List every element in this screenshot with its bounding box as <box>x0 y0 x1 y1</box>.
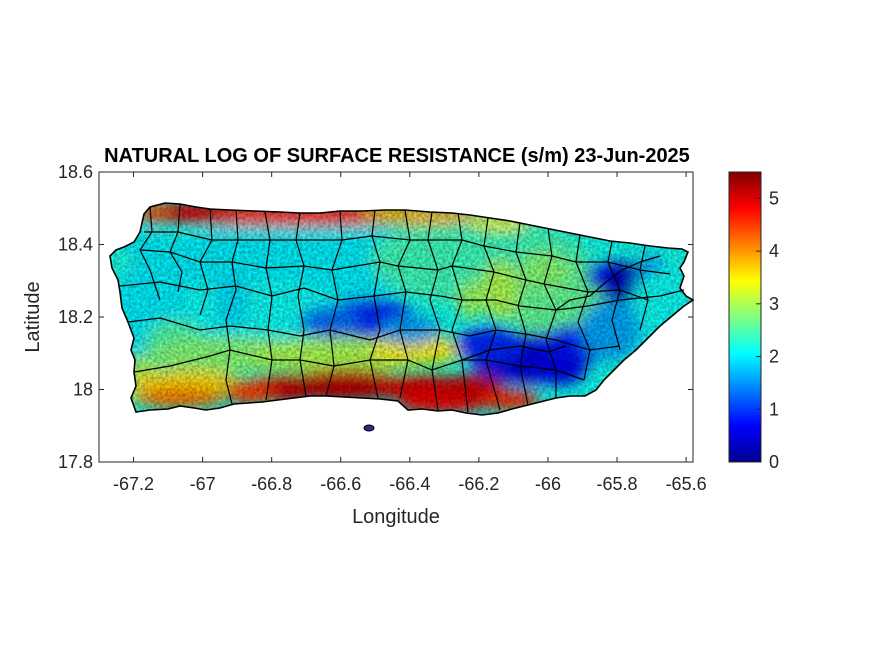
municipality-boundary <box>461 345 567 361</box>
y-tick-label: 18.4 <box>58 235 93 255</box>
x-axis-ticks: -67.2 -67 -66.8 -66.6 -66.4 -66.2 -66 -65.8 -65.… <box>113 172 707 494</box>
map-title: NATURAL LOG OF SURFACE RESISTANCE (s/m) … <box>104 145 690 167</box>
x-tick-label: -66.4 <box>389 474 430 494</box>
caja-de-muertos-islet <box>363 424 375 432</box>
municipality-boundary <box>119 281 685 311</box>
y-tick-label: 18 <box>73 380 93 400</box>
y-tick-label: 18.6 <box>58 162 93 182</box>
x-tick-label: -66.8 <box>251 474 292 494</box>
y-tick-label: 17.8 <box>58 452 93 472</box>
municipality-boundary <box>144 231 671 275</box>
municipality-boundary <box>555 255 661 311</box>
x-tick-label: -65.6 <box>666 474 707 494</box>
colorbar-tick-label: 0 <box>769 452 779 472</box>
y-axis-ticks: 17.8 18 18.2 18.4 18.6 <box>58 162 693 472</box>
x-tick-label: -65.8 <box>597 474 638 494</box>
colorbar-tick-label: 4 <box>769 241 779 261</box>
x-tick-label: -66.6 <box>320 474 361 494</box>
y-axis-label: Latitude <box>22 281 44 352</box>
colorbar-tick-label: 5 <box>769 188 779 208</box>
x-tick-label: -66 <box>535 474 561 494</box>
x-tick-label: -67.2 <box>113 474 154 494</box>
municipality-boundaries <box>119 203 685 413</box>
municipality-boundary <box>127 317 621 351</box>
municipality-boundary <box>639 245 649 331</box>
colorbar-ticks: 0 1 2 3 4 5 <box>756 188 779 472</box>
municipality-boundary <box>139 249 649 301</box>
colorbar-tick-label: 1 <box>769 399 779 419</box>
colorbar-tick-label: 2 <box>769 347 779 367</box>
colorbar-tick-label: 3 <box>769 294 779 314</box>
municipality-boundary <box>133 349 585 381</box>
x-tick-label: -66.2 <box>458 474 499 494</box>
colorbar <box>728 171 762 463</box>
x-axis-label: Longitude <box>352 506 440 528</box>
island-outline <box>109 202 695 416</box>
municipality-boundary <box>225 209 239 405</box>
x-tick-label: -67 <box>190 474 216 494</box>
y-tick-label: 18.2 <box>58 307 93 327</box>
